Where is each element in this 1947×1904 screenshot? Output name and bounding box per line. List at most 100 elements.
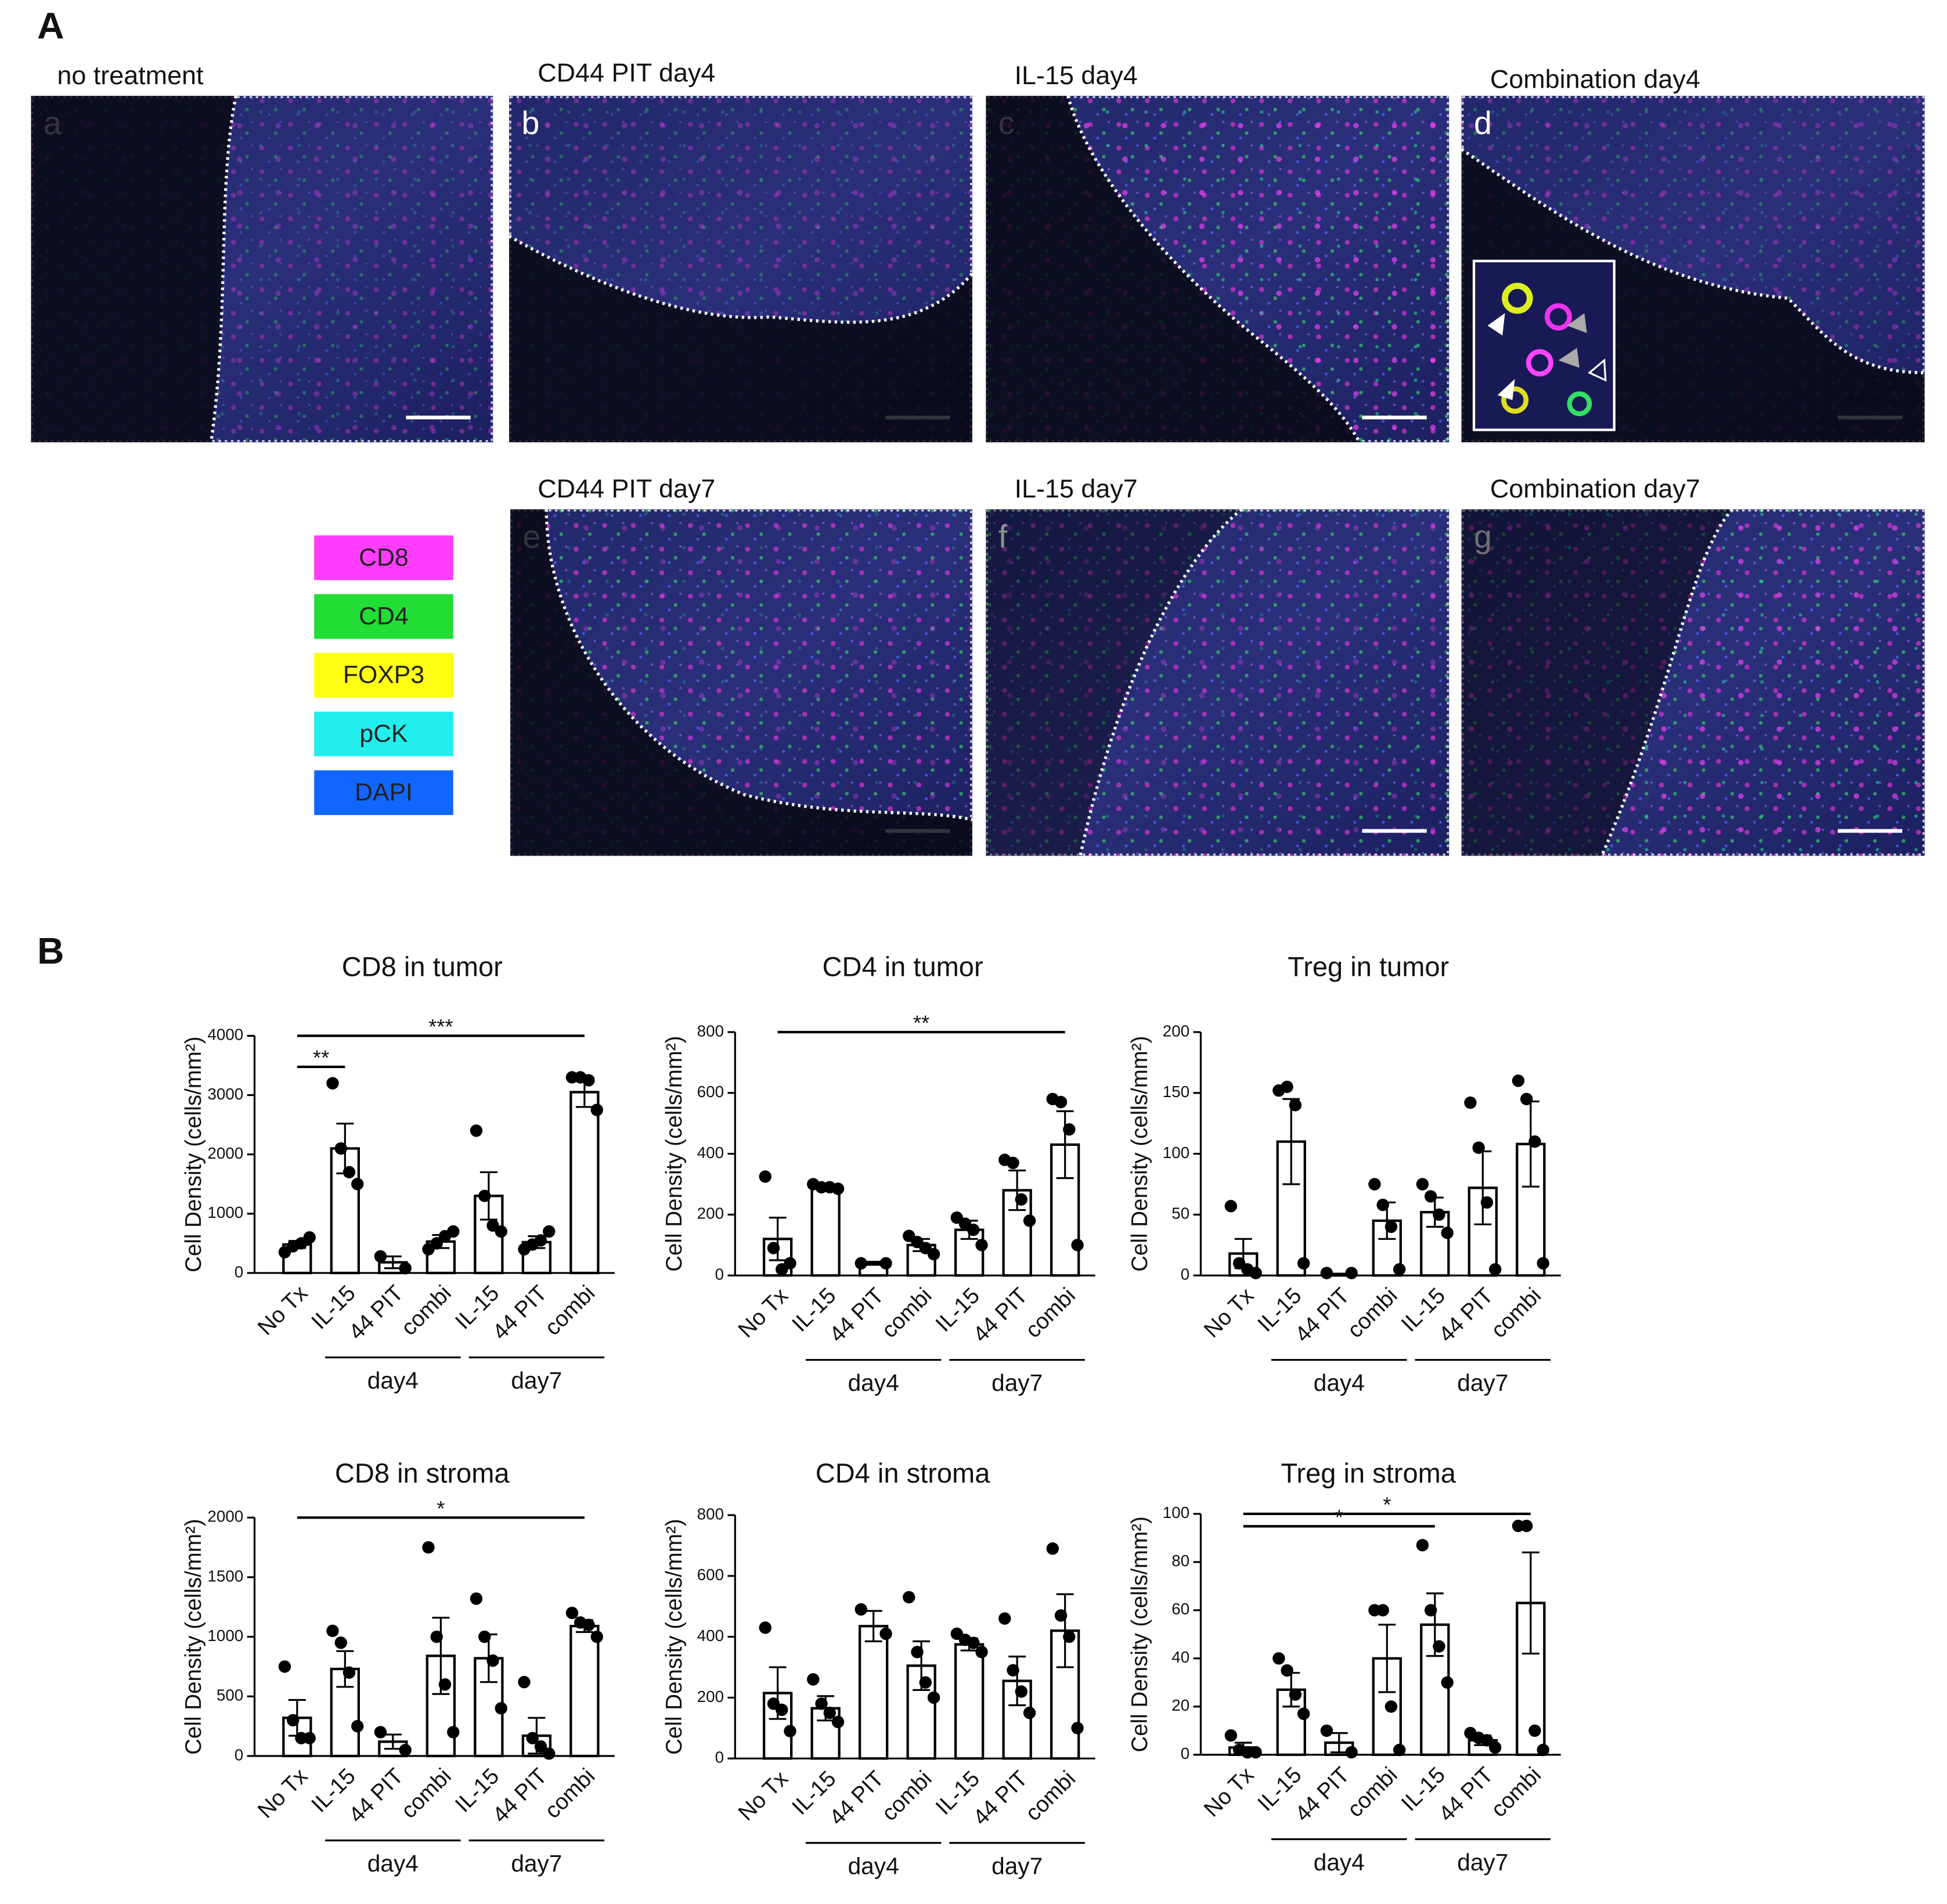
tumor-borders xyxy=(209,95,1925,857)
data-point xyxy=(590,1630,603,1643)
data-point xyxy=(342,1666,356,1679)
x-tick-label: combi xyxy=(1021,1283,1080,1343)
data-point xyxy=(815,1697,828,1710)
group-label: day7 xyxy=(511,1850,562,1877)
data-point xyxy=(1015,1685,1027,1698)
x-tick-label: No Tx xyxy=(734,1283,794,1343)
data-point xyxy=(1015,1193,1027,1206)
y-axis-label: Cell Density (cells/mm²) xyxy=(1127,1036,1152,1271)
group-label: day7 xyxy=(511,1367,562,1394)
data-point xyxy=(534,1740,547,1753)
data-point xyxy=(1433,1208,1445,1221)
legend-swatch xyxy=(314,652,453,698)
group-label: day4 xyxy=(848,1852,899,1879)
y-tick-label: 3000 xyxy=(207,1085,243,1103)
data-point xyxy=(927,1691,940,1704)
y-tick-label: 400 xyxy=(697,1144,724,1162)
data-point xyxy=(1289,1688,1302,1701)
frame xyxy=(986,96,1449,442)
micrograph-cells xyxy=(986,509,1450,856)
chart-title: CD8 in tumor xyxy=(342,951,503,982)
data-point xyxy=(447,1726,460,1739)
x-tick-label: combi xyxy=(1343,1762,1402,1822)
data-point xyxy=(1071,1722,1084,1734)
data-point xyxy=(1512,1074,1525,1087)
panel-b: CD8 in tumor Cell Density (cells/mm²) 0 100… xyxy=(181,951,1561,1879)
frame xyxy=(1462,96,1924,442)
y-tick-label: 600 xyxy=(697,1566,724,1584)
data-point xyxy=(1520,1092,1533,1105)
data-point xyxy=(526,1732,539,1744)
x-tick-label: 44 PIT xyxy=(344,1281,409,1345)
group-label: day7 xyxy=(991,1369,1043,1396)
data-point xyxy=(807,1673,820,1686)
y-axis-label: Cell Density (cells/mm²) xyxy=(181,1519,206,1754)
data-point xyxy=(582,1618,595,1631)
data-point xyxy=(1071,1239,1084,1252)
x-tick-label: 44 PIT xyxy=(1290,1762,1355,1827)
data-point xyxy=(1249,1746,1262,1759)
y-tick-label: 2000 xyxy=(207,1144,243,1162)
data-point xyxy=(1489,1263,1502,1276)
x-tick-label: combi xyxy=(1343,1283,1402,1343)
data-point xyxy=(1249,1267,1262,1279)
data-point xyxy=(326,1077,339,1090)
data-point xyxy=(1023,1214,1036,1227)
data-point xyxy=(784,1257,796,1270)
data-point xyxy=(1063,1123,1076,1136)
image-letter: b xyxy=(521,105,539,141)
data-point xyxy=(430,1630,443,1643)
y-tick-label: 60 xyxy=(1171,1600,1189,1618)
data-point xyxy=(784,1725,796,1737)
chart-title: Treg in stroma xyxy=(1281,1458,1456,1488)
data-point xyxy=(1433,1640,1445,1653)
image-letter: f xyxy=(998,518,1008,554)
y-tick-label: 40 xyxy=(1171,1648,1189,1666)
data-point xyxy=(776,1703,788,1717)
y-tick-label: 0 xyxy=(715,1748,724,1766)
x-tick-label: 44 PIT xyxy=(1434,1762,1498,1827)
x-tick-label: combi xyxy=(1021,1766,1080,1826)
y-tick-label: 800 xyxy=(697,1505,724,1523)
data-point xyxy=(470,1592,483,1605)
data-point xyxy=(1054,1609,1068,1622)
significance-label: *** xyxy=(428,1015,453,1038)
x-tick-label: No Tx xyxy=(734,1766,794,1826)
data-point xyxy=(975,1646,988,1658)
y-tick-label: 200 xyxy=(1163,1022,1189,1040)
x-tick-label: 44 PIT xyxy=(824,1283,889,1347)
bar xyxy=(569,1625,600,1758)
data-point xyxy=(967,1223,980,1236)
data-point xyxy=(1281,1664,1293,1677)
y-tick-label: 20 xyxy=(1171,1696,1189,1714)
data-point xyxy=(351,1719,364,1733)
chart: CD8 in tumor Cell Density (cells/mm²) 0 100… xyxy=(181,951,615,1394)
significance-label: ** xyxy=(913,1011,929,1035)
image-title: Combination day7 xyxy=(1490,474,1700,503)
data-point xyxy=(342,1166,356,1178)
chart-title: CD4 in stroma xyxy=(816,1458,990,1488)
legend-label: FOXP3 xyxy=(343,661,424,689)
data-point xyxy=(1424,1604,1437,1617)
x-tick-label: combi xyxy=(396,1764,456,1823)
data-point xyxy=(927,1247,940,1261)
group-label: day4 xyxy=(367,1850,419,1877)
frame xyxy=(509,96,972,442)
data-point xyxy=(470,1124,483,1137)
y-axis-label: Cell Density (cells/mm²) xyxy=(1127,1516,1152,1752)
data-point xyxy=(374,1726,387,1739)
y-tick-label: 80 xyxy=(1171,1552,1189,1570)
legend-label: CD4 xyxy=(359,602,409,630)
x-tick-label: 44 PIT xyxy=(1434,1283,1498,1347)
y-tick-label: 0 xyxy=(1181,1744,1189,1762)
data-point xyxy=(1480,1734,1494,1747)
data-point xyxy=(1345,1267,1358,1279)
group-label: day4 xyxy=(1314,1849,1365,1876)
data-point xyxy=(1320,1267,1333,1279)
legend-swatch xyxy=(314,711,453,756)
chart: Treg in tumor Cell Density (cells/mm²) 0 50… xyxy=(1127,951,1561,1396)
data-point xyxy=(1464,1096,1477,1109)
y-tick-label: 100 xyxy=(1163,1144,1189,1162)
data-point xyxy=(543,1225,556,1238)
